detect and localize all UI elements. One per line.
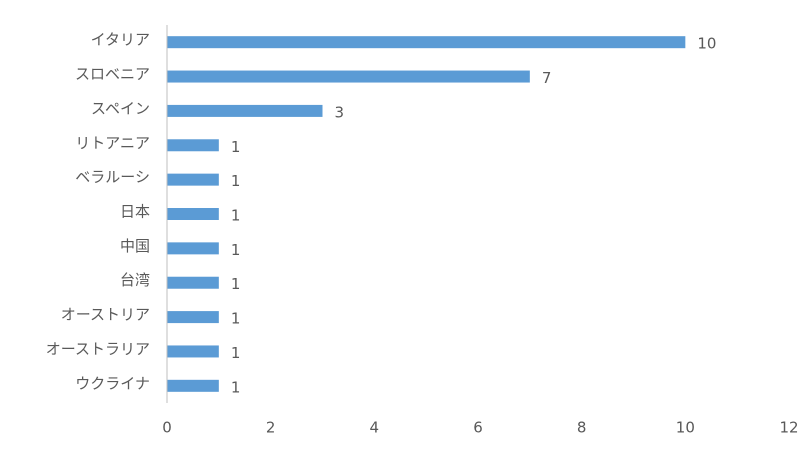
bar <box>167 311 219 324</box>
data-label: 1 <box>231 172 241 190</box>
data-label: 1 <box>231 378 241 396</box>
bar <box>167 104 323 117</box>
bar <box>167 173 219 186</box>
y-tick-label: スペイン <box>91 99 150 117</box>
y-tick-label: リトアニア <box>75 134 150 152</box>
y-tick-label: スロベニア <box>75 65 150 83</box>
data-label: 1 <box>231 275 241 293</box>
x-tick-label: 2 <box>266 419 276 437</box>
y-tick-label: ウクライナ <box>75 374 150 392</box>
bar <box>167 345 219 358</box>
data-label: 10 <box>697 35 716 53</box>
bar <box>167 276 219 289</box>
x-tick-label: 4 <box>370 419 380 437</box>
data-label: 1 <box>231 310 241 328</box>
x-tick-label: 6 <box>473 419 483 437</box>
x-tick-label: 12 <box>779 419 798 437</box>
y-tick-label: 台湾 <box>120 271 150 289</box>
data-label: 1 <box>231 207 241 225</box>
bar <box>167 379 219 392</box>
bar <box>167 70 530 83</box>
bar <box>167 139 219 152</box>
y-tick-label: 中国 <box>120 237 150 255</box>
data-label: 1 <box>231 241 241 259</box>
y-tick-label: オーストラリア <box>46 340 150 358</box>
y-tick-label: 日本 <box>120 203 150 221</box>
y-tick-label: オーストリア <box>61 306 150 324</box>
y-tick-label: ベラルーシ <box>75 168 150 186</box>
x-tick-label: 8 <box>577 419 587 437</box>
data-label: 7 <box>542 69 552 87</box>
y-tick-label: イタリア <box>91 31 150 49</box>
data-label: 1 <box>231 344 241 362</box>
bar <box>167 36 686 49</box>
bar <box>167 208 219 220</box>
data-label: 1 <box>231 138 241 156</box>
data-label: 3 <box>335 103 345 121</box>
x-tick-label: 0 <box>162 419 172 437</box>
bar <box>167 242 219 255</box>
x-tick-label: 10 <box>676 419 695 437</box>
